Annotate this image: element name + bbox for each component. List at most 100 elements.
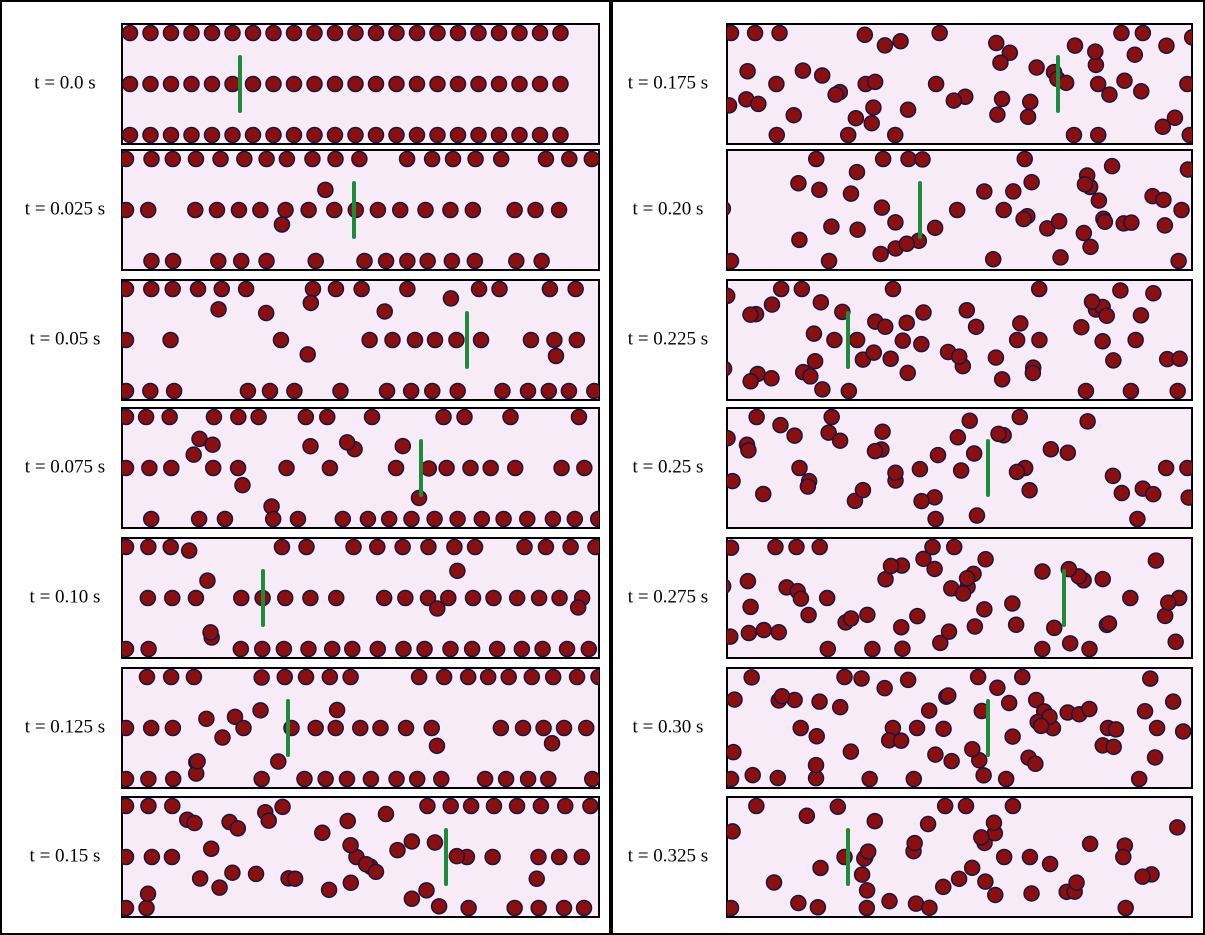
particle xyxy=(493,721,508,736)
particle xyxy=(899,315,914,330)
particle xyxy=(328,721,343,736)
particle xyxy=(894,733,909,748)
particle xyxy=(1010,333,1025,348)
particle xyxy=(844,611,859,626)
particle xyxy=(166,772,181,787)
particle xyxy=(741,626,756,641)
particle xyxy=(901,102,916,117)
particle xyxy=(977,602,992,617)
particle xyxy=(370,540,385,555)
particle xyxy=(810,900,825,915)
particle xyxy=(1091,128,1106,143)
particle xyxy=(410,128,425,143)
particle xyxy=(867,814,882,829)
particle xyxy=(843,744,858,759)
particle xyxy=(1150,721,1165,736)
time-label: t = 0.25 s xyxy=(633,456,704,477)
particle xyxy=(328,282,343,297)
particle xyxy=(874,200,889,215)
particle xyxy=(1082,642,1097,657)
particle xyxy=(888,215,903,230)
particle xyxy=(165,591,180,606)
particle xyxy=(333,384,348,399)
particle xyxy=(308,254,323,269)
particle xyxy=(369,26,384,41)
particle xyxy=(339,772,354,787)
particle xyxy=(1074,320,1089,335)
particle xyxy=(534,254,549,269)
particle xyxy=(404,834,419,849)
particle xyxy=(287,77,302,92)
particle xyxy=(377,304,392,319)
particle xyxy=(866,345,881,360)
particle xyxy=(585,772,600,787)
particle xyxy=(976,768,991,783)
particle xyxy=(1095,334,1110,349)
particle xyxy=(164,26,179,41)
particle xyxy=(368,864,383,879)
particle xyxy=(745,768,760,783)
particle xyxy=(1146,487,1161,502)
particle xyxy=(740,574,755,589)
particle xyxy=(164,850,179,865)
particle xyxy=(443,642,458,657)
particle xyxy=(986,252,1001,267)
particle xyxy=(235,478,250,493)
particle xyxy=(1170,820,1185,835)
time-label: t = 0.0 s xyxy=(34,72,95,93)
particle xyxy=(297,772,312,787)
particle xyxy=(290,512,305,527)
particle xyxy=(995,372,1010,387)
particle xyxy=(485,850,500,865)
particle xyxy=(577,901,592,916)
particle xyxy=(1017,152,1032,167)
particle xyxy=(561,384,576,399)
particle xyxy=(1024,886,1039,901)
particle xyxy=(164,670,179,685)
particle xyxy=(1143,671,1158,686)
particle xyxy=(1114,486,1129,501)
particle xyxy=(792,461,807,476)
particle xyxy=(843,186,858,201)
particle xyxy=(1172,351,1187,366)
particle xyxy=(143,384,158,399)
particle xyxy=(1159,461,1174,476)
particle xyxy=(837,670,852,685)
particle xyxy=(412,670,427,685)
particle xyxy=(767,875,782,890)
particle xyxy=(253,703,268,718)
particle xyxy=(461,670,476,685)
particle xyxy=(123,26,138,41)
particle xyxy=(246,77,261,92)
particle xyxy=(478,772,493,787)
particle xyxy=(772,26,787,41)
particle xyxy=(450,563,465,578)
particle xyxy=(200,573,215,588)
particle xyxy=(569,333,584,348)
particle xyxy=(855,483,870,498)
particle xyxy=(212,880,227,895)
particle xyxy=(389,26,404,41)
particle xyxy=(740,64,755,79)
particle xyxy=(144,254,159,269)
particle xyxy=(382,512,397,527)
particle xyxy=(510,799,525,814)
particle xyxy=(1080,414,1095,429)
particle xyxy=(211,254,226,269)
particle xyxy=(910,609,925,624)
time-label: t = 0.175 s xyxy=(628,72,708,93)
particle xyxy=(490,642,505,657)
particle xyxy=(123,77,138,92)
particle xyxy=(512,128,527,143)
particle xyxy=(914,494,929,509)
particle xyxy=(144,721,159,736)
particle xyxy=(373,721,388,736)
particle xyxy=(432,899,447,914)
particle xyxy=(552,850,567,865)
particle xyxy=(465,642,480,657)
particle xyxy=(1035,564,1050,579)
particle xyxy=(233,642,248,657)
particle xyxy=(996,203,1011,218)
particle xyxy=(1134,84,1149,99)
particle xyxy=(533,26,548,41)
